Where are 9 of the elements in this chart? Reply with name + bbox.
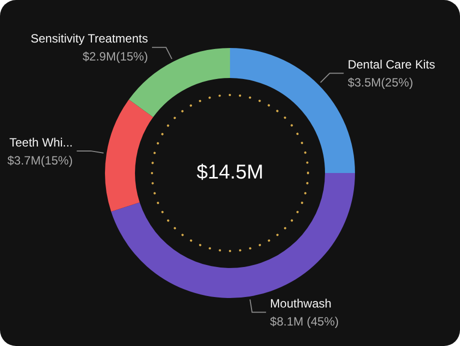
slice-label: Mouthwash (270, 296, 332, 311)
data-label: $8.1M (45%) (270, 314, 339, 329)
slice-label: Dental Care Kits (348, 58, 436, 72)
data-label: $3.7M(15%) (7, 153, 73, 168)
text: $14.5M (196, 162, 264, 184)
data-label: $3.5M(25%) (348, 76, 414, 90)
slice-label: Sensitivity Treatments (30, 32, 148, 46)
data-label: $2.9M(15%) (82, 50, 148, 64)
slice-label: Teeth Whi... (9, 135, 73, 150)
